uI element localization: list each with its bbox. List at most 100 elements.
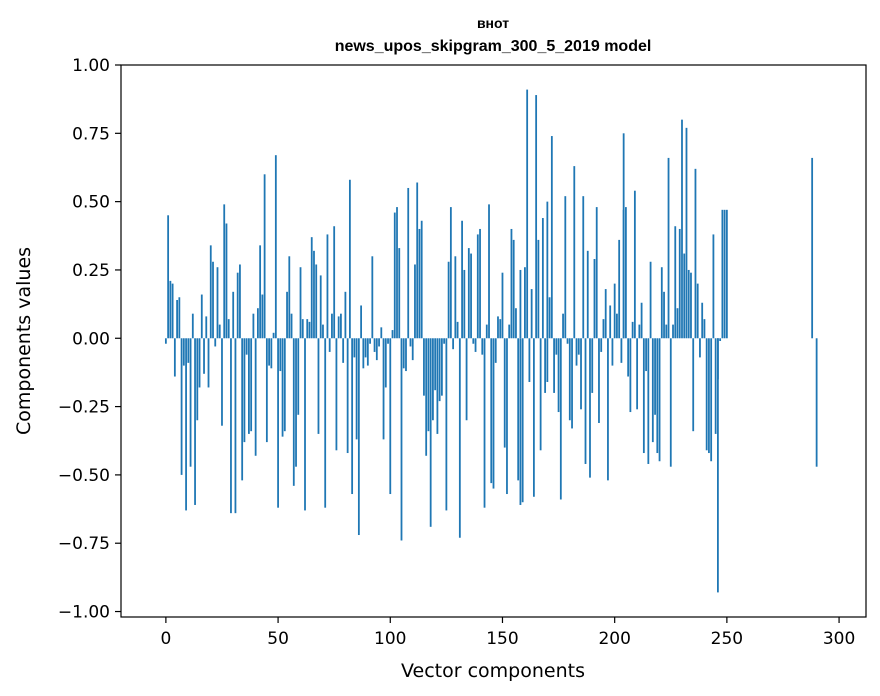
bar-88	[362, 338, 365, 369]
x-tick-label: 50	[267, 629, 289, 649]
bar-192	[595, 207, 598, 339]
bars-group	[164, 89, 818, 593]
bar-201	[616, 313, 618, 339]
bar-62	[304, 338, 306, 511]
bar-149	[499, 319, 502, 339]
bar-131	[458, 338, 461, 538]
bar-21	[212, 261, 214, 339]
x-tick-label: 200	[598, 629, 630, 649]
bar-91	[369, 338, 371, 344]
bar-170	[546, 338, 549, 382]
bar-54	[286, 291, 288, 339]
bar-99	[387, 338, 389, 344]
bar-23	[216, 267, 219, 339]
bar-spike-246	[717, 338, 719, 593]
y-axis: 1.00 0.75 0.50 0.25 0.00 −0.25 −0.50 −0.75 −1.00	[58, 56, 121, 623]
bar-222	[663, 291, 665, 339]
bar-51	[279, 338, 282, 372]
bar-167	[539, 338, 542, 451]
bar-86	[357, 338, 360, 536]
bar-220	[658, 338, 661, 462]
bar-211	[638, 324, 641, 339]
bar-22	[214, 338, 217, 347]
bar-158	[519, 269, 522, 339]
bar-163	[530, 289, 533, 339]
bar-141	[481, 338, 484, 355]
bar-239	[701, 302, 704, 339]
bar-139	[476, 234, 479, 339]
bar-227	[674, 226, 677, 339]
bar-73	[328, 338, 331, 352]
bar-85	[355, 338, 358, 440]
bar-200	[613, 283, 616, 339]
bar-240	[703, 319, 706, 339]
bar-30	[232, 291, 235, 339]
bar-113	[418, 228, 421, 339]
bar-232	[685, 127, 688, 339]
bar-3	[171, 283, 174, 339]
bar-245	[714, 338, 717, 434]
bar-107	[405, 338, 407, 372]
bar-195	[602, 319, 605, 339]
bar-133	[463, 269, 466, 339]
bar-8	[182, 338, 185, 366]
bar-95	[378, 338, 380, 347]
bar-146	[492, 338, 495, 489]
bar-196	[604, 289, 607, 339]
y-tick-label: 0.75	[72, 124, 110, 144]
bar-47	[270, 338, 273, 369]
y-tick-label: −0.25	[58, 398, 110, 418]
bar-117	[427, 338, 430, 432]
bar-179	[566, 338, 569, 344]
bar-36	[245, 338, 248, 355]
bar-53	[283, 338, 286, 432]
bar-74	[331, 313, 333, 339]
bar-234	[690, 272, 692, 339]
bar-48	[272, 332, 275, 339]
bar-90	[366, 338, 369, 366]
bar-226	[672, 324, 674, 339]
x-axis: 0 50 100 150 200 250 300	[160, 617, 855, 649]
bar-177	[562, 313, 564, 339]
bar-136	[470, 253, 472, 339]
bar-65	[310, 237, 313, 339]
bar-81	[346, 338, 349, 454]
bar-spike-288	[811, 157, 814, 339]
bar-110	[411, 338, 414, 361]
bar-spike-158	[519, 338, 522, 505]
bar-174	[555, 338, 558, 355]
bar-129	[454, 256, 457, 339]
bar-212	[640, 302, 643, 339]
bar-39	[252, 313, 255, 339]
bar-28	[227, 319, 230, 339]
bar-194	[600, 338, 603, 352]
bar-217	[651, 338, 654, 443]
bar-143	[485, 324, 488, 339]
bar-75	[333, 226, 336, 339]
bar-203	[620, 338, 623, 363]
bar-161	[526, 89, 529, 339]
bar-197	[607, 338, 609, 481]
bar-223	[665, 324, 668, 339]
chart-title: внот	[477, 15, 509, 31]
bar-55	[288, 256, 291, 339]
bar-12	[191, 313, 194, 339]
bar-105	[400, 338, 403, 541]
bar-89	[364, 338, 367, 358]
bar-237	[696, 283, 699, 339]
bar-66	[313, 250, 315, 339]
bar-43	[261, 294, 264, 339]
bar-31	[234, 338, 237, 514]
bar-160	[524, 267, 526, 339]
bar-18	[205, 316, 208, 339]
bar-236	[694, 168, 697, 339]
x-tick-label: 250	[711, 629, 743, 649]
bar-156	[515, 308, 517, 339]
y-tick-label: −0.50	[58, 466, 110, 486]
bar-184	[577, 338, 580, 355]
y-tick-label: 0.25	[72, 261, 110, 281]
bar-138	[474, 338, 477, 352]
bar-181	[571, 338, 573, 429]
bar-58	[295, 338, 297, 467]
x-tick-label: 150	[486, 629, 518, 649]
